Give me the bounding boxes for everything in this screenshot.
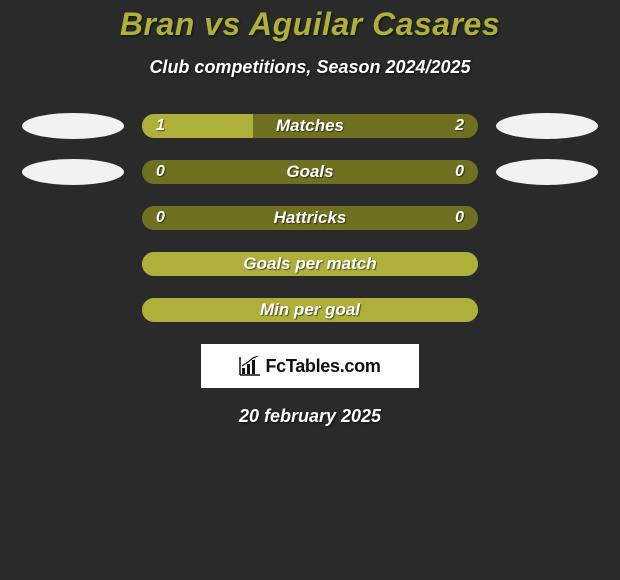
player-ellipse-right (496, 113, 598, 139)
content: Bran vs Aguilar Casares Club competition… (0, 0, 620, 580)
brand-text: FcTables.com (265, 356, 380, 377)
stat-value-right: 0 (455, 160, 464, 184)
stat-pill: 0Hattricks0 (142, 206, 478, 230)
player-ellipse-right (496, 159, 598, 185)
subtitle: Club competitions, Season 2024/2025 (0, 57, 620, 78)
stat-value-right: 2 (455, 114, 464, 138)
stat-label: Min per goal (142, 298, 478, 322)
chart-icon (239, 356, 261, 376)
stat-pill: Goals per match (142, 252, 478, 276)
stat-label: Matches (142, 114, 478, 138)
stat-row: 1Matches2 (0, 114, 620, 138)
brand: FcTables.com (239, 356, 380, 377)
stat-row: 0Hattricks0 (0, 206, 620, 230)
stat-row: 0Goals0 (0, 160, 620, 184)
player-ellipse-left (22, 159, 124, 185)
stat-pill: Min per goal (142, 298, 478, 322)
page-title: Bran vs Aguilar Casares (0, 6, 620, 43)
brand-box: FcTables.com (201, 344, 419, 388)
stat-rows: 1Matches20Goals00Hattricks0Goals per mat… (0, 114, 620, 322)
stat-label: Goals per match (142, 252, 478, 276)
stat-label: Hattricks (142, 206, 478, 230)
stat-pill: 0Goals0 (142, 160, 478, 184)
stat-row: Min per goal (0, 298, 620, 322)
player-ellipse-left (22, 113, 124, 139)
stat-pill: 1Matches2 (142, 114, 478, 138)
stat-value-right: 0 (455, 206, 464, 230)
stat-row: Goals per match (0, 252, 620, 276)
date-text: 20 february 2025 (0, 406, 620, 427)
stat-label: Goals (142, 160, 478, 184)
